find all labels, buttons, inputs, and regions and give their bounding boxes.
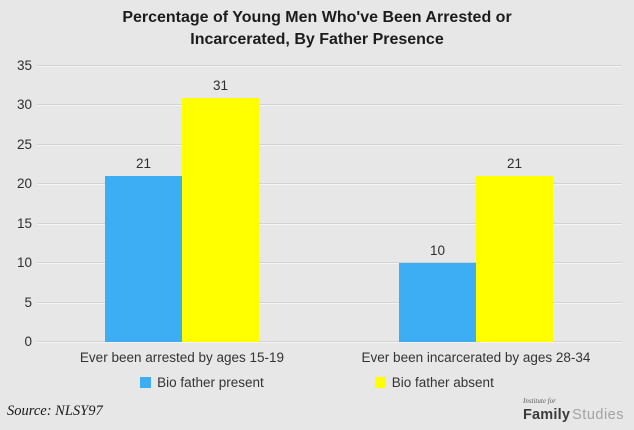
gridline-5 <box>37 301 622 303</box>
legend-label: Bio father absent <box>391 375 494 390</box>
category-label-2: Ever been incarcerated by ages 28-34 <box>361 350 591 365</box>
gridline-25 <box>37 143 622 145</box>
gridline-10 <box>37 262 622 264</box>
gridline-15 <box>37 222 622 224</box>
source-note: Source: NLSY97 <box>7 403 103 419</box>
bar-value-label: 21 <box>506 156 523 172</box>
bar-bio-father-absent <box>476 176 553 342</box>
category-label-1: Ever been arrested by ages 15-19 <box>79 350 285 365</box>
legend-swatch-icon <box>140 377 152 388</box>
bar-value-label: 31 <box>212 77 229 93</box>
bar-column-bio-father-present: 10 <box>399 243 476 342</box>
legend: Bio father present Bio father absent <box>0 375 634 390</box>
y-axis-tick-label-15: 15 <box>16 215 32 231</box>
y-axis-tick-label-30: 30 <box>16 97 32 113</box>
bar-group-ever-been-incarcerated-by-ages-28-34: 10 21 <box>399 66 553 342</box>
y-axis-tick-label-10: 10 <box>16 255 32 271</box>
y-axis-tick-label-5: 5 <box>24 294 32 310</box>
y-axis-tick-label-0: 0 <box>24 334 32 349</box>
gridline-35 <box>37 65 622 66</box>
legend-item-bio-father-absent: Bio father absent <box>374 375 494 390</box>
bar-column-bio-father-absent: 31 <box>182 78 259 342</box>
legend-item-bio-father-present: Bio father present <box>140 375 264 390</box>
bar-bio-father-present <box>399 263 476 342</box>
legend-label: Bio father present <box>157 375 264 390</box>
logo-studies-text: Studies <box>572 407 624 423</box>
bar-group-ever-been-arrested-by-ages-15-19: 21 31 <box>105 66 259 342</box>
y-axis-tick-label-25: 25 <box>16 136 32 152</box>
bar-bio-father-absent <box>182 97 259 342</box>
gridline-30 <box>37 104 622 106</box>
plot-area: 21 31 10 21 <box>37 65 622 342</box>
y-axis-tick-label-35: 35 <box>16 58 32 73</box>
y-axis-tick-label-20: 20 <box>16 176 32 192</box>
legend-swatch-icon <box>374 377 386 388</box>
bar-value-label: 21 <box>135 156 152 172</box>
bar-bio-father-present <box>105 176 182 342</box>
chart-title: Percentage of Young Men Who've Been Arre… <box>122 9 512 48</box>
logo-family-text: Family <box>522 407 571 423</box>
ifs-logo: Institute for Family Studies <box>523 398 624 423</box>
bar-column-bio-father-absent: 21 <box>476 156 553 342</box>
gridline-20 <box>37 183 622 185</box>
bar-value-label: 10 <box>429 243 446 259</box>
bar-column-bio-father-present: 21 <box>105 156 182 342</box>
logo-institute-for-text: Institute for <box>522 397 556 405</box>
gridline-0 <box>37 341 622 342</box>
